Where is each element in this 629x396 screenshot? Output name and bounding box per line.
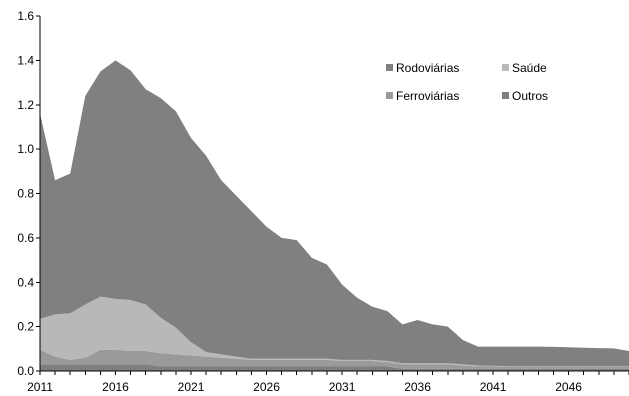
x-tick-label: 2011: [27, 380, 53, 394]
area-saude: [40, 296, 629, 368]
y-tick-label: 0.2: [17, 320, 34, 334]
y-tick-label: 1.4: [17, 53, 34, 67]
legend: Rodoviárias Saúde Ferroviárias Outros: [386, 61, 548, 103]
y-tick-label: 0.0: [17, 364, 34, 378]
y-tick-label: 0.6: [17, 231, 34, 245]
x-tick-label: 2031: [329, 380, 356, 394]
area-series-group: [40, 60, 629, 371]
x-tick-label: 2021: [178, 380, 205, 394]
y-tick-label: 0.8: [17, 187, 34, 201]
x-tick-label: 2026: [253, 380, 280, 394]
x-axis-ticks: 2011 2016 2021 2026 2031 2036 2041 2046: [27, 371, 629, 394]
y-tick-label: 0.4: [17, 275, 34, 289]
legend-swatch-outros: [502, 92, 509, 99]
legend-label-outros: Outros: [512, 89, 548, 103]
y-tick-label: 1.0: [17, 142, 34, 156]
x-tick-label: 2036: [404, 380, 431, 394]
x-tick-label: 2046: [555, 380, 582, 394]
x-tick-label: 2041: [480, 380, 507, 394]
y-axis-ticks: 0.0 0.2 0.4 0.6 0.8 1.0 1.2 1.4 1.6: [17, 9, 40, 378]
legend-label-saude: Saúde: [512, 61, 547, 75]
legend-swatch-rodoviarias: [386, 64, 393, 71]
legend-label-rodoviarias: Rodoviárias: [396, 61, 459, 75]
area-ferroviarias: [40, 349, 629, 369]
legend-swatch-ferroviarias: [386, 92, 393, 99]
y-tick-label: 1.2: [17, 98, 34, 112]
legend-swatch-saude: [502, 64, 509, 71]
area-rodoviarias: [40, 60, 629, 367]
legend-label-ferroviarias: Ferroviárias: [396, 89, 459, 103]
y-tick-label: 1.6: [17, 9, 34, 23]
area-outros: [40, 364, 629, 371]
x-tick-label: 2016: [102, 380, 129, 394]
